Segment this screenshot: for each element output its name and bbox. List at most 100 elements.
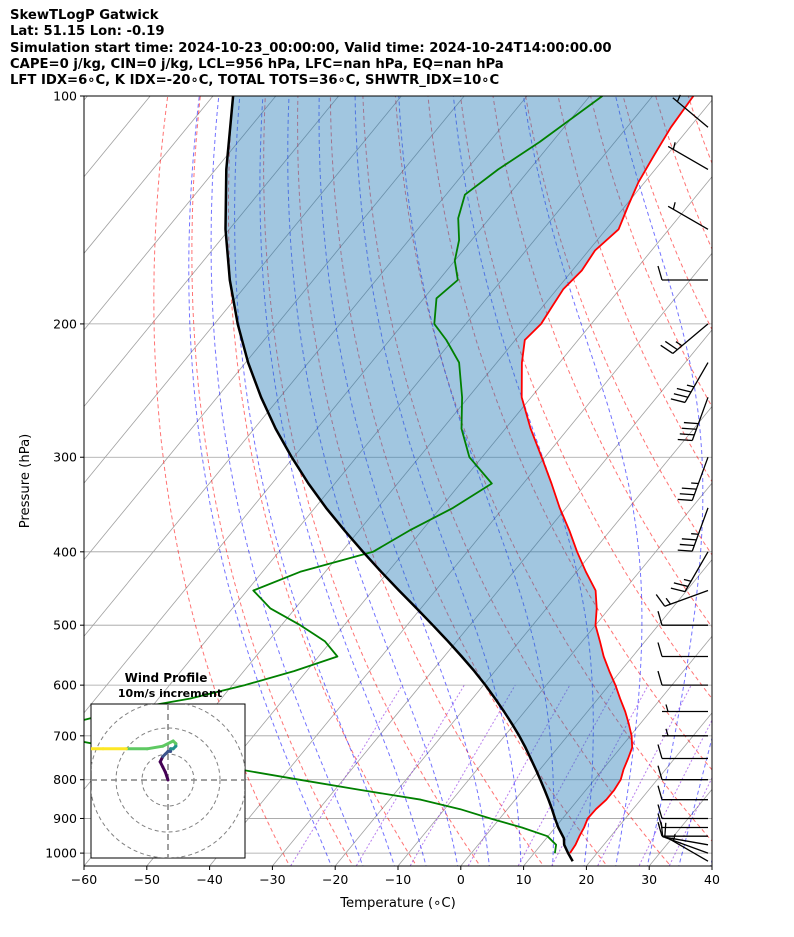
y-tick-label: 500: [53, 618, 77, 633]
title-latlon: Lat: 51.15 Lon: -0.19: [10, 24, 165, 40]
isotherm-gridline: [84, 96, 214, 254]
hodograph-segment: [161, 739, 175, 748]
hodograph-title: Wind Profile: [125, 671, 208, 685]
wind-barb: [664, 822, 709, 854]
isotherm-gridline: [84, 96, 402, 484]
wind-barb: [660, 323, 709, 355]
hodograph-plot: [91, 704, 245, 858]
wind-barb: [655, 589, 709, 607]
title-indices-2: LFT IDX=6∘C, K IDX=-20∘C, TOTAL TOTS=36∘…: [10, 73, 500, 89]
y-axis-label: Pressure (hPa): [18, 434, 33, 529]
y-tick-label: 200: [53, 316, 77, 331]
dry-adiabat: [779, 79, 794, 869]
x-tick-label: 40: [704, 872, 720, 887]
hodograph-segment: [145, 744, 165, 751]
wind-barb: [670, 551, 709, 593]
wind-barb: [677, 397, 709, 442]
mixing-ratio-line: [355, 684, 465, 866]
isotherm-gridline: [711, 865, 712, 866]
mixing-ratio-line: [638, 719, 712, 866]
dry-adiabat: [329, 96, 608, 866]
isotherm-gridline: [209, 252, 712, 866]
x-tick-label: 0: [457, 872, 465, 887]
isotherm-gridline: [523, 635, 712, 866]
moist-adiabat: [234, 96, 395, 866]
moist-adiabat: [678, 735, 712, 866]
isotherm-gridline: [84, 96, 340, 408]
wind-barb: [662, 704, 708, 713]
x-tick-label: −50: [134, 872, 160, 887]
wind-barb: [677, 507, 709, 552]
x-tick-label: −20: [322, 872, 348, 887]
y-tick-label: 600: [53, 678, 77, 693]
mixing-ratio-line: [597, 684, 692, 866]
wind-barb: [657, 265, 708, 281]
dry-adiabat: [747, 79, 794, 869]
moist-adiabat: [188, 96, 332, 866]
x-tick-label: −40: [196, 872, 222, 887]
hodograph-subtitle: 10m/s increment: [118, 687, 222, 700]
dry-adiabat: [715, 79, 794, 869]
wind-barb: [662, 728, 708, 737]
hodograph-inset: Wind Profile 10m/s increment: [90, 671, 246, 859]
x-axis-label: Temperature (∘C): [339, 896, 455, 911]
dewpoint-line: [84, 96, 603, 854]
wind-barb: [657, 822, 708, 837]
axis-ticks: −60 −50 −40 −30 −20 −10 0 10 20 30 40 1000 900 800 700…: [45, 89, 720, 888]
mixing-ratio-line: [409, 684, 516, 866]
dry-adiabat: [557, 96, 712, 483]
isotherm-gridline: [397, 482, 712, 866]
wind-barb: [657, 804, 708, 820]
y-tick-label: 900: [53, 811, 77, 826]
isotherm-gridline: [271, 329, 712, 866]
moist-adiabat: [210, 96, 364, 866]
x-tick-label: −60: [71, 872, 97, 887]
parcel-profile-line: [224, 96, 574, 862]
wind-barb: [657, 813, 708, 829]
mixing-ratio-line: [290, 684, 403, 866]
x-tick-label: 10: [516, 872, 532, 887]
title-station: SkewTLogP Gatwick: [10, 8, 159, 23]
dry-adiabat: [492, 96, 712, 628]
dry-adiabat: [622, 96, 712, 331]
moist-adiabat: [709, 858, 712, 866]
dry-adiabat: [263, 96, 481, 866]
y-tick-label: 700: [53, 728, 77, 743]
dry-adiabat: [227, 96, 418, 866]
wind-barbs: [655, 94, 709, 862]
profile-lines: [84, 96, 695, 862]
dry-adiabat: [297, 96, 545, 866]
title-block: SkewTLogP Gatwick Lat: 51.15 Lon: -0.19 …: [10, 8, 790, 89]
y-tick-label: 1000: [45, 846, 77, 861]
isotherm-gridline: [84, 96, 465, 561]
wind-barb: [657, 611, 708, 626]
wind-barb: [657, 744, 708, 760]
wind-barb: [670, 362, 709, 404]
isotherm-gridline: [460, 559, 712, 866]
moist-adiabat: [259, 96, 427, 866]
wind-barb: [657, 765, 708, 781]
isotherm-gridline: [585, 712, 712, 866]
y-tick-label: 400: [53, 544, 77, 559]
dry-adiabat: [590, 96, 712, 408]
wind-barb: [660, 822, 709, 846]
moist-adiabat: [318, 96, 490, 866]
isotherm-gridline: [84, 96, 528, 637]
x-tick-label: 20: [578, 872, 594, 887]
dry-adiabat: [394, 96, 712, 842]
cape-cin-fill: [225, 96, 694, 854]
isotherm-gridline: [760, 61, 794, 884]
title-times: Simulation start time: 2024-10-23_00:00:…: [10, 40, 612, 56]
isotherm-gridline: [648, 788, 712, 866]
wind-barb: [667, 202, 709, 230]
isotherm-gridline: [84, 96, 591, 714]
isotherm-gridline: [334, 405, 712, 866]
cin-shading: [225, 96, 694, 854]
temperature-line: [520, 96, 695, 854]
isotherm-gridline: [84, 96, 277, 331]
moist-adiabat: [354, 96, 522, 866]
x-tick-label: 30: [641, 872, 657, 887]
dry-adiabat: [525, 96, 712, 556]
wind-barb: [657, 670, 708, 686]
